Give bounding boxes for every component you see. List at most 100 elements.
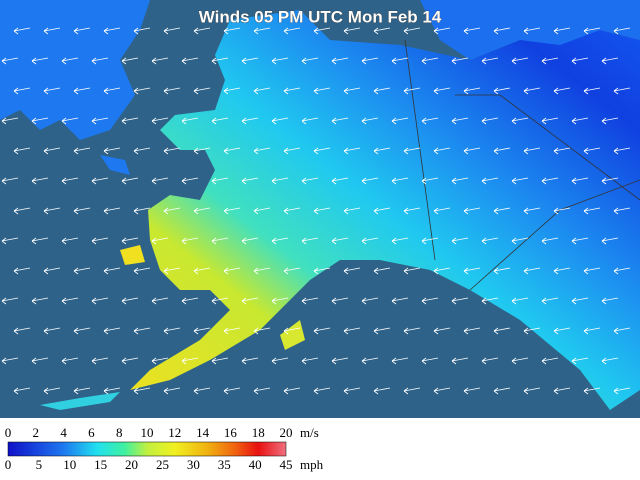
wind-arrow — [193, 87, 211, 95]
wind-arrow — [541, 117, 559, 125]
wind-arrow — [31, 177, 49, 185]
wind-arrow — [253, 87, 271, 95]
wind-arrow — [451, 57, 469, 65]
wind-arrow — [73, 207, 91, 215]
wind-arrow — [301, 177, 319, 185]
wind-arrow — [511, 57, 529, 65]
land-nunivak — [120, 245, 145, 265]
wind-arrow — [283, 87, 301, 95]
wind-arrow — [541, 357, 559, 365]
wind-arrow — [553, 27, 571, 35]
wind-arrow — [391, 297, 409, 305]
wind-arrow — [403, 267, 421, 275]
wind-arrow — [523, 27, 541, 35]
wind-arrow — [493, 147, 511, 155]
ms-label: 10 — [141, 425, 154, 440]
wind-arrow — [541, 57, 559, 65]
wind-arrow — [73, 267, 91, 275]
wind-arrow — [283, 147, 301, 155]
wind-arrow — [13, 387, 31, 395]
wind-arrow — [553, 207, 571, 215]
wind-arrow — [211, 297, 229, 305]
wind-arrow — [61, 177, 79, 185]
wind-arrow — [613, 267, 631, 275]
wind-arrow — [31, 57, 49, 65]
wind-arrow — [271, 117, 289, 125]
wind-arrow — [361, 117, 379, 125]
wind-arrow — [331, 57, 349, 65]
mph-label: 20 — [125, 457, 138, 472]
wind-arrow — [601, 177, 619, 185]
wind-arrow — [1, 57, 19, 65]
wind-arrow — [523, 87, 541, 95]
wind-arrow — [301, 297, 319, 305]
wind-arrow — [403, 147, 421, 155]
wind-arrow — [163, 267, 181, 275]
wind-arrow — [373, 147, 391, 155]
mph-label: 45 — [280, 457, 293, 472]
wind-arrow — [421, 357, 439, 365]
wind-arrow — [601, 357, 619, 365]
wind-arrow — [481, 177, 499, 185]
wind-arrow — [253, 387, 271, 395]
wind-arrow — [223, 207, 241, 215]
wind-arrow — [391, 177, 409, 185]
wind-arrow — [121, 297, 139, 305]
wind-arrow — [571, 57, 589, 65]
wind-arrow — [271, 357, 289, 365]
ms-unit: m/s — [300, 425, 319, 440]
wind-arrow — [73, 387, 91, 395]
wind-arrow — [433, 87, 451, 95]
wind-arrow — [103, 267, 121, 275]
map-title: Winds 05 PM UTC Mon Feb 14 — [199, 7, 442, 26]
wind-arrow — [313, 147, 331, 155]
wind-arrow — [163, 147, 181, 155]
wind-arrow — [181, 117, 199, 125]
wind-arrow — [1, 357, 19, 365]
wind-arrow — [103, 387, 121, 395]
wind-arrow — [103, 327, 121, 335]
wind-arrow — [433, 267, 451, 275]
wind-arrow — [511, 357, 529, 365]
wind-arrow — [583, 27, 601, 35]
wind-arrow — [601, 117, 619, 125]
mph-label: 35 — [218, 457, 231, 472]
wind-arrow — [601, 237, 619, 245]
wind-arrow — [403, 27, 421, 35]
wind-arrow — [421, 177, 439, 185]
wind-arrow — [133, 207, 151, 215]
wind-arrow — [481, 297, 499, 305]
wind-arrow — [583, 87, 601, 95]
wind-arrow — [253, 147, 271, 155]
wind-arrow — [31, 117, 49, 125]
wind-arrows — [1, 27, 631, 395]
wind-arrow — [463, 267, 481, 275]
wind-arrow — [433, 207, 451, 215]
land-st-lawrence — [100, 155, 130, 175]
wind-arrow — [13, 147, 31, 155]
wind-arrow — [451, 357, 469, 365]
legend: 0 2 4 6 8 10 12 14 16 18 20 m/s 0 5 10 15 20 25 30 35 40 45 mp… — [5, 425, 324, 472]
wind-arrow — [553, 147, 571, 155]
wind-arrow — [91, 177, 109, 185]
wind-arrow — [553, 267, 571, 275]
land-alaska — [130, 10, 640, 410]
wind-arrow — [163, 207, 181, 215]
wind-arrow — [133, 87, 151, 95]
wind-arrow — [541, 237, 559, 245]
wind-arrow — [13, 207, 31, 215]
wind-arrow — [151, 177, 169, 185]
wind-arrow — [313, 267, 331, 275]
wind-arrow — [433, 147, 451, 155]
wind-arrow — [211, 177, 229, 185]
wind-arrow — [31, 357, 49, 365]
wind-arrow — [283, 27, 301, 35]
wind-arrow — [121, 117, 139, 125]
wind-arrow — [31, 297, 49, 305]
wind-arrow — [451, 177, 469, 185]
wind-arrow — [481, 117, 499, 125]
wind-arrow — [103, 207, 121, 215]
wind-arrow — [511, 237, 529, 245]
wind-arrow — [91, 117, 109, 125]
wind-arrow — [523, 327, 541, 335]
